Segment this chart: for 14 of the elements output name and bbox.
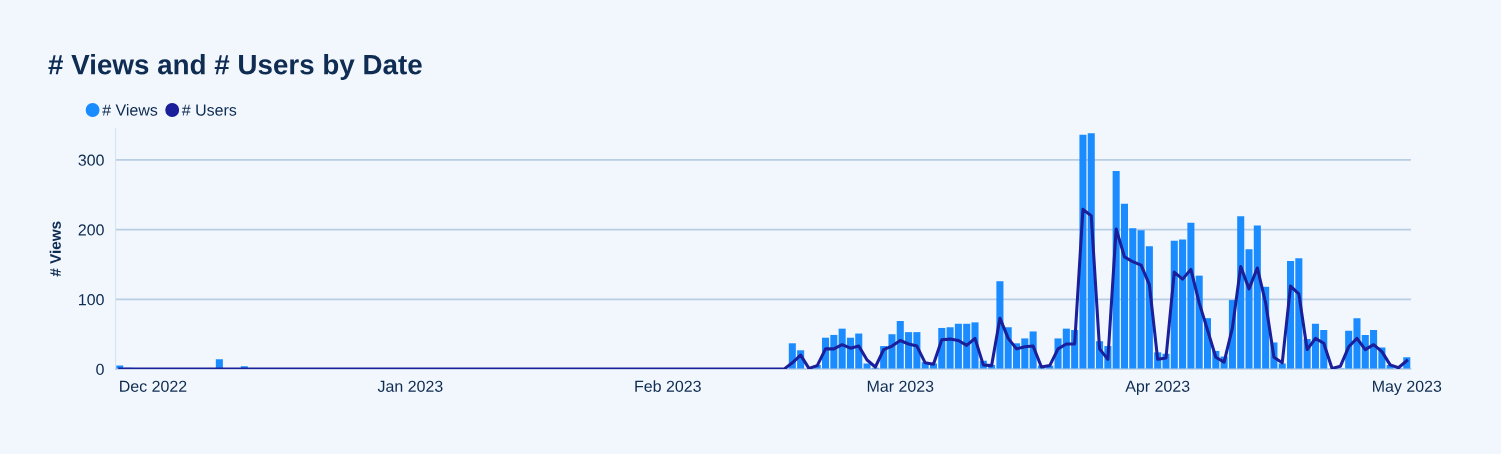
y-axis-title: # Views <box>49 221 61 277</box>
x-tick-label: Feb 2023 <box>635 380 701 392</box>
legend-label: # Users <box>181 104 237 116</box>
x-tick-label: May 2023 <box>1373 380 1442 396</box>
x-tick-label: Dec 2022 <box>120 380 187 392</box>
x-tick-label: Jan 2023 <box>377 380 443 392</box>
y-tick-label: 100 <box>79 293 104 306</box>
x-tick-label: Apr 2023 <box>1125 380 1190 396</box>
y-tick-label: 300 <box>78 154 104 166</box>
legend-label: # Views <box>102 104 158 116</box>
chart-title: # Views and # Users by Date <box>48 54 422 80</box>
y-tick-label: 0 <box>96 363 104 376</box>
x-tick-label: Mar 2023 <box>867 380 934 392</box>
y-tick-label: 200 <box>78 224 104 236</box>
